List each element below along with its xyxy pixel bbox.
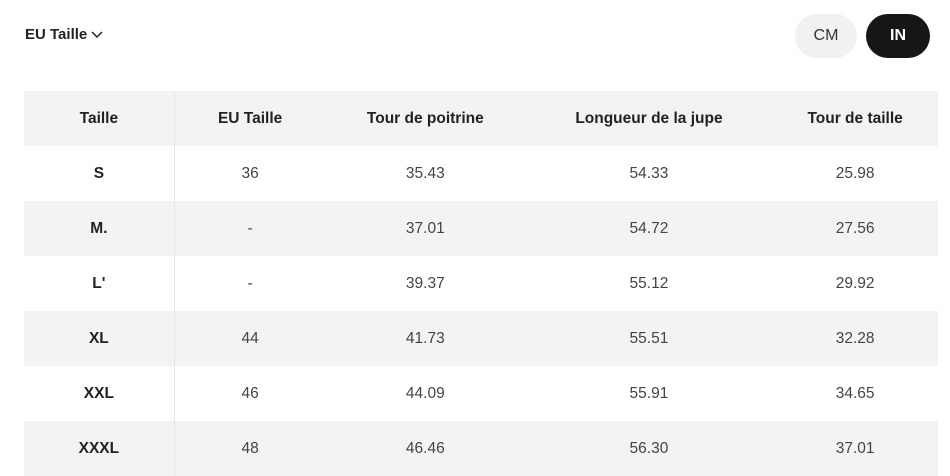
table-cell: 44.09 — [405, 384, 445, 402]
header-cell: Taille — [24, 91, 175, 146]
table-cell: 48 — [174, 421, 326, 476]
table-row: M. -37.01 54.72 27.56 — [24, 201, 938, 256]
table-cell: 55.91 — [629, 384, 669, 402]
table-cell: 55.51 — [525, 311, 773, 366]
header-cell: Longueur de la jupe — [525, 91, 773, 146]
header-cell: EU Taille — [174, 91, 326, 146]
table-cell: 37.01 — [772, 421, 938, 476]
table-cell: - — [174, 201, 326, 256]
table-cell: S — [24, 146, 175, 201]
table-cell: 46 — [241, 384, 259, 402]
table-cell: 55.12 — [629, 274, 669, 292]
table-cell: 35.43 — [405, 164, 445, 182]
table-cell: 27.56 — [772, 201, 938, 256]
table-row: XXXL 48 46.46 56.30 37.01 — [24, 421, 938, 476]
table-cell: L' — [24, 256, 175, 311]
table-cell: 54.72 — [525, 201, 773, 256]
chevron — [91, 30, 103, 38]
table-row: XXL 46 44.09 55.91 34.65 — [24, 366, 938, 421]
table-cell: - — [247, 274, 253, 292]
table-row: L' - 39.37 55.12 29.92 — [24, 256, 938, 311]
table-cell: 29.92 — [835, 274, 875, 292]
table-cell: XXXL — [24, 421, 175, 476]
table-cell: XL — [24, 311, 175, 366]
table-row: XL 44 41.73 55.51 32.28 — [24, 311, 938, 366]
table-cell: 56.30 — [525, 421, 773, 476]
unit-button[interactable]: CM — [795, 14, 857, 58]
size-selector[interactable]: EU Taille — [25, 26, 103, 43]
selector-label: EU Taille — [25, 26, 88, 43]
table-cell: M. — [24, 201, 175, 256]
table-cell: 41.73 — [325, 311, 526, 366]
table-cell: 32.28 — [772, 311, 938, 366]
header-cell: Tour de taille — [772, 91, 938, 146]
unit-button[interactable]: IN — [866, 14, 930, 58]
header-row: Taille EU Taille Tour de poitrine Longueur … — [24, 91, 938, 146]
header-cell: Tour de poitrine — [325, 91, 526, 146]
table-row: S 36 35.43 54.33 25.98 — [24, 146, 938, 201]
table-cell: 46.46 — [325, 421, 526, 476]
table-cell: 44 — [174, 311, 326, 366]
table-cell: 39.37 — [405, 274, 445, 292]
size-table: Taille EU Taille Tour de poitrine Longueur … — [24, 91, 938, 476]
table-cell: 36 — [241, 164, 259, 182]
table-cell: 37.01 — [325, 201, 526, 256]
table-cell: 34.65 — [835, 384, 875, 402]
table-cell: 25.98 — [835, 164, 875, 182]
table-cell: XXL — [24, 366, 175, 421]
table-cell: 54.33 — [629, 164, 669, 182]
